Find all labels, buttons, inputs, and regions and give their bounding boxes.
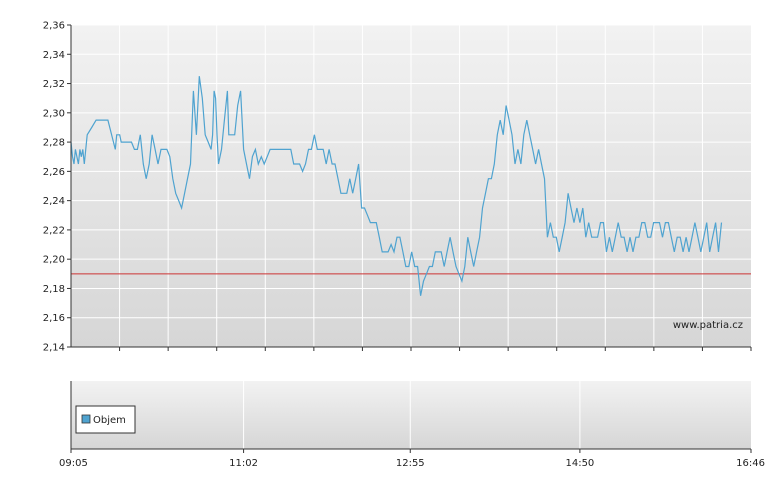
y-tick-label: 2,14	[43, 343, 65, 354]
credit-label: www.patria.cz	[673, 320, 743, 331]
x-tick-label: 12:55	[396, 458, 425, 469]
y-tick-label: 2,22	[43, 225, 65, 236]
volume-panel-background	[71, 381, 751, 449]
y-axis: 2,14 2,16 2,18 2,20 2,22 2,24 2,26 2,28 2,30 2,32…	[43, 21, 71, 354]
legend-swatch	[81, 414, 91, 424]
volume-grid	[243, 381, 581, 449]
y-tick-label: 2,20	[43, 255, 65, 266]
y-tick-label: 2,32	[43, 79, 65, 90]
legend-label: Objem	[93, 415, 126, 426]
x-tick-label: 11:02	[229, 458, 258, 469]
volume-legend: Objem	[75, 405, 136, 434]
y-tick-label: 2,16	[43, 313, 65, 324]
legend-box	[75, 405, 136, 434]
x-tick-label: 16:46	[736, 458, 765, 469]
y-tick-label: 2,36	[43, 21, 65, 32]
x-axis: 09:05 11:02 12:55 14:50 16:46	[59, 449, 765, 469]
x-axis-top-ticks	[119, 347, 752, 351]
y-tick-label: 2,24	[43, 196, 65, 207]
y-tick-label: 2,28	[43, 138, 65, 149]
x-tick-label: 09:05	[59, 458, 88, 469]
y-tick-label: 2,30	[43, 108, 65, 119]
price-grid	[71, 24, 751, 347]
x-tick-label: 14:50	[565, 458, 594, 469]
y-tick-label: 2,26	[43, 167, 65, 178]
y-tick-label: 2,34	[43, 50, 65, 61]
y-tick-label: 2,18	[43, 284, 65, 295]
price-series-line	[70, 76, 723, 296]
